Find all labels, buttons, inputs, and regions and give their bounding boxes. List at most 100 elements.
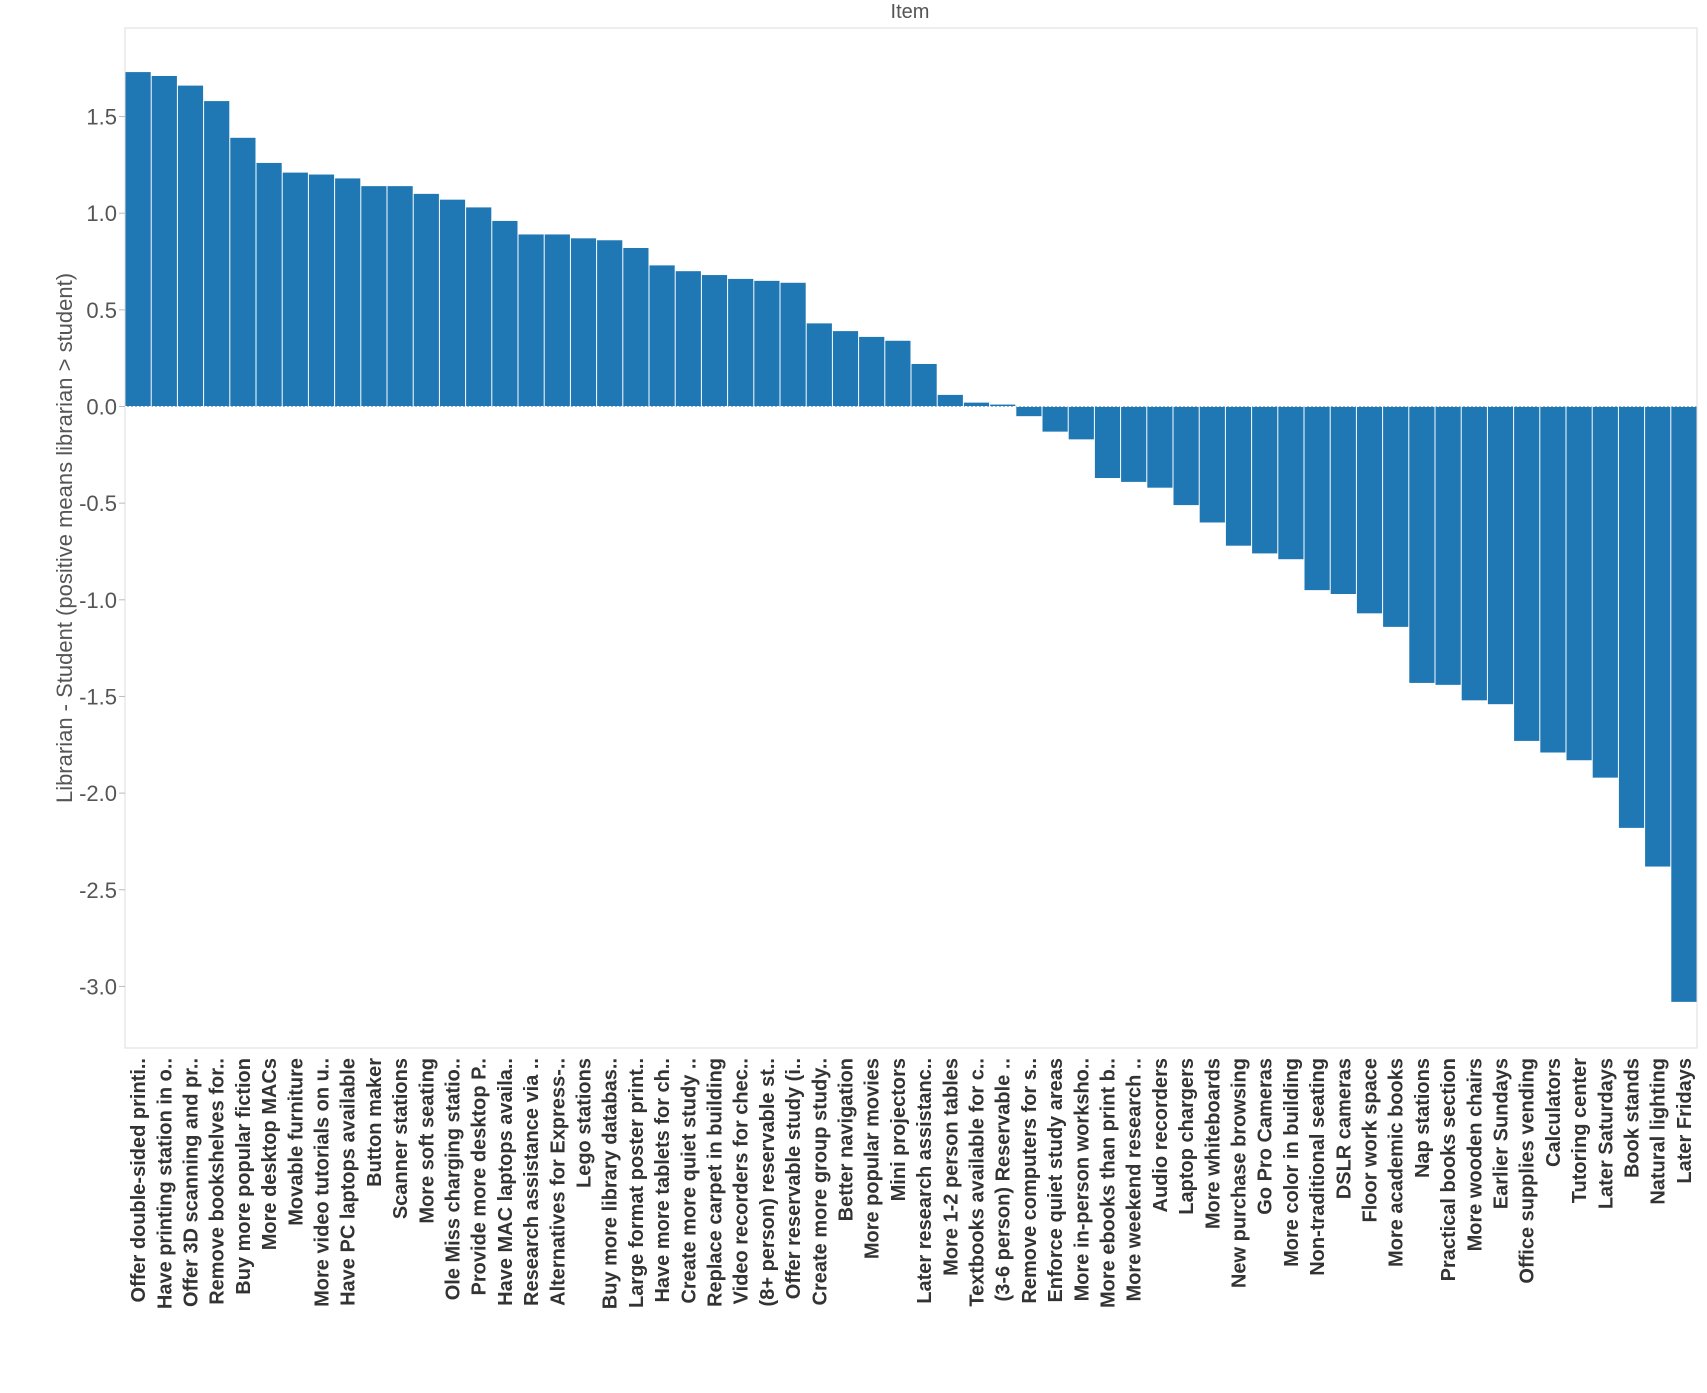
x-tick-label: Remove computers for s.. <box>1019 1058 1041 1304</box>
y-tick-label: 0.5 <box>86 298 117 323</box>
bar <box>963 402 990 407</box>
bar <box>1645 406 1671 867</box>
y-tick-label: -2.5 <box>79 878 117 903</box>
bar <box>492 220 518 407</box>
x-tick-label: DSLR cameras <box>1333 1058 1355 1199</box>
x-tick-label: Buy more library databas.. <box>600 1058 622 1309</box>
y-tick-label: 1.5 <box>86 105 117 130</box>
bar <box>466 207 492 407</box>
x-tick-label: More ebooks than print b.. <box>1098 1058 1120 1308</box>
y-tick-label: -0.5 <box>79 491 117 516</box>
bar <box>125 72 151 407</box>
bar <box>990 404 1016 407</box>
bar <box>1016 406 1042 417</box>
bar <box>308 174 335 407</box>
chart-title: Item <box>891 1 930 23</box>
x-tick-label: Earlier Sundays <box>1491 1058 1513 1209</box>
x-tick-label: Calculators <box>1543 1058 1565 1167</box>
x-tick-label: Have more tablets for ch.. <box>652 1058 674 1303</box>
y-axis-ticks: 1.5 1.0 0.5 0.0 -0.5 -1.0 -1.5 -2.0 -2.5 -3.0 <box>79 105 125 999</box>
bar <box>937 394 963 407</box>
bar <box>1068 406 1094 440</box>
bar <box>1409 406 1435 683</box>
x-tick-label: Have printing station in o.. <box>154 1058 176 1309</box>
bar <box>1199 406 1225 523</box>
x-tick-label: More soft seating <box>416 1058 438 1224</box>
bar <box>1383 406 1409 627</box>
y-axis-title: Librarian - Student (positive means libr… <box>52 273 77 803</box>
x-tick-label: Office supplies vending <box>1517 1058 1539 1284</box>
bar <box>204 101 230 407</box>
x-tick-label: Provide more desktop P.. <box>469 1058 491 1296</box>
x-tick-label: (8+ person) reservable st.. <box>757 1058 779 1306</box>
x-tick-label: Later Saturdays <box>1595 1058 1617 1209</box>
x-tick-label: Button maker <box>364 1058 386 1187</box>
bar <box>859 336 885 407</box>
bar <box>754 280 780 407</box>
x-tick-label: Create more group study.. <box>809 1058 831 1305</box>
x-tick-label: More popular movies <box>862 1058 884 1259</box>
plot-area <box>124 27 1698 1049</box>
x-tick-label: More desktop MACs <box>259 1058 281 1250</box>
bar <box>780 282 806 407</box>
bar <box>1330 406 1356 594</box>
x-tick-label: Offer reservable study (i.. <box>783 1058 805 1299</box>
bar <box>1304 406 1330 591</box>
x-tick-label: Buy more popular fiction <box>233 1058 255 1295</box>
x-tick-label: Video recorders for chec.. <box>731 1058 753 1304</box>
bar <box>911 363 937 407</box>
bar <box>413 193 439 407</box>
bar <box>544 234 570 407</box>
x-tick-label: Floor work space <box>1360 1058 1382 1223</box>
x-tick-label: Practical books section <box>1438 1058 1460 1281</box>
x-tick-label: Large format poster print.. <box>626 1058 648 1308</box>
x-tick-label: Create more quiet study .. <box>678 1058 700 1304</box>
bar <box>1356 406 1383 614</box>
x-tick-label: Movable furniture <box>285 1058 307 1226</box>
bar <box>1435 406 1461 685</box>
bar <box>570 238 597 407</box>
bar <box>256 162 282 407</box>
x-tick-label: Tutoring center <box>1569 1058 1591 1203</box>
bar <box>1252 406 1278 554</box>
y-tick-label: 1.0 <box>86 201 117 226</box>
x-tick-label: Enforce quiet study areas <box>1045 1058 1067 1303</box>
bar <box>439 199 466 407</box>
x-axis-labels: Offer double-sided printi.. Have printing… <box>128 1058 1696 1309</box>
bar <box>701 275 728 407</box>
x-tick-label: Textbooks available for c.. <box>967 1058 989 1307</box>
x-tick-label: More 1-2 person tables <box>940 1058 962 1276</box>
x-tick-label: Scanner stations <box>390 1058 412 1219</box>
x-tick-label: Remove bookshelves for.. <box>207 1058 229 1305</box>
bar <box>1540 406 1566 753</box>
bar <box>1461 406 1487 701</box>
x-tick-label: Offer double-sided printi.. <box>128 1058 150 1302</box>
bar <box>728 278 754 407</box>
bar <box>1566 406 1592 761</box>
bar <box>151 75 177 407</box>
y-tick-label: -1.5 <box>79 684 117 709</box>
bar <box>1487 406 1514 705</box>
bar <box>1147 406 1173 488</box>
x-tick-label: Laptop chargers <box>1176 1058 1198 1215</box>
bar <box>675 271 701 407</box>
bar <box>649 265 675 407</box>
x-tick-label: Better navigation <box>836 1058 858 1221</box>
x-tick-label: Later research assistanc.. <box>914 1058 936 1304</box>
bar <box>1225 406 1252 546</box>
bar <box>1514 406 1540 741</box>
x-tick-label: Non-traditional seating <box>1307 1058 1329 1276</box>
x-tick-label: Audio recorders <box>1150 1058 1172 1212</box>
bar <box>597 240 623 407</box>
x-tick-label: More academic books <box>1386 1058 1408 1267</box>
bar <box>177 85 204 407</box>
x-tick-label: New purchase browsing <box>1229 1058 1251 1288</box>
y-tick-label: 0.0 <box>86 395 117 420</box>
bar <box>1618 406 1645 828</box>
bar <box>1173 406 1199 506</box>
bar <box>885 340 911 407</box>
bar <box>230 137 256 407</box>
x-tick-label: Replace carpet in building <box>705 1058 727 1307</box>
bar <box>282 172 308 407</box>
bar <box>1592 406 1618 778</box>
